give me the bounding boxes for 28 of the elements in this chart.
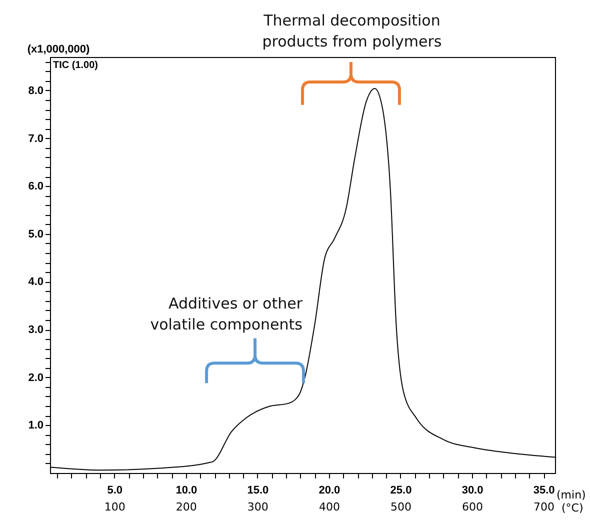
- x2-axis-title: (°C): [562, 502, 584, 514]
- annotation: Additives or other volatile components: [150, 294, 304, 334]
- annotation: TIC (1.00): [53, 60, 98, 71]
- x-tick-label: 10.0: [176, 484, 198, 496]
- x-axis-title: (min): [556, 488, 586, 502]
- y-tick-label: 1.0: [28, 420, 44, 432]
- y-tick-label: 8.0: [28, 84, 44, 97]
- y-tick-label: 4.0: [28, 276, 44, 288]
- y-tick-label: 2.0: [28, 372, 44, 384]
- y-axis-title: (x1,000,000): [27, 44, 90, 56]
- y-tick-label: 3.0: [28, 324, 44, 336]
- x-tick-label: 30.0: [462, 484, 484, 496]
- x-tick-label: 20.0: [318, 484, 340, 496]
- x2-tick-label: 100: [104, 500, 126, 514]
- x2-tick-label: 300: [247, 500, 268, 514]
- x2-tick-label: 400: [318, 500, 340, 514]
- y-tick-label: 6.0: [28, 180, 44, 193]
- text: Thermal decomposition products from polymers: [262, 12, 442, 51]
- x-tick-label: 25.0: [390, 484, 412, 496]
- x-tick-label: 15.0: [247, 484, 269, 496]
- x-tick-label: 35.0: [533, 484, 555, 496]
- y-tick-label: 5.0: [28, 228, 44, 240]
- x2-tick-label: 700: [534, 500, 555, 514]
- x-tick-label: 5.0: [107, 484, 123, 496]
- y-tick-label: 7.0: [28, 132, 44, 145]
- x2-tick-label: 500: [390, 500, 412, 514]
- x2-tick-label: 200: [176, 500, 197, 514]
- x2-tick-label: 600: [462, 500, 484, 514]
